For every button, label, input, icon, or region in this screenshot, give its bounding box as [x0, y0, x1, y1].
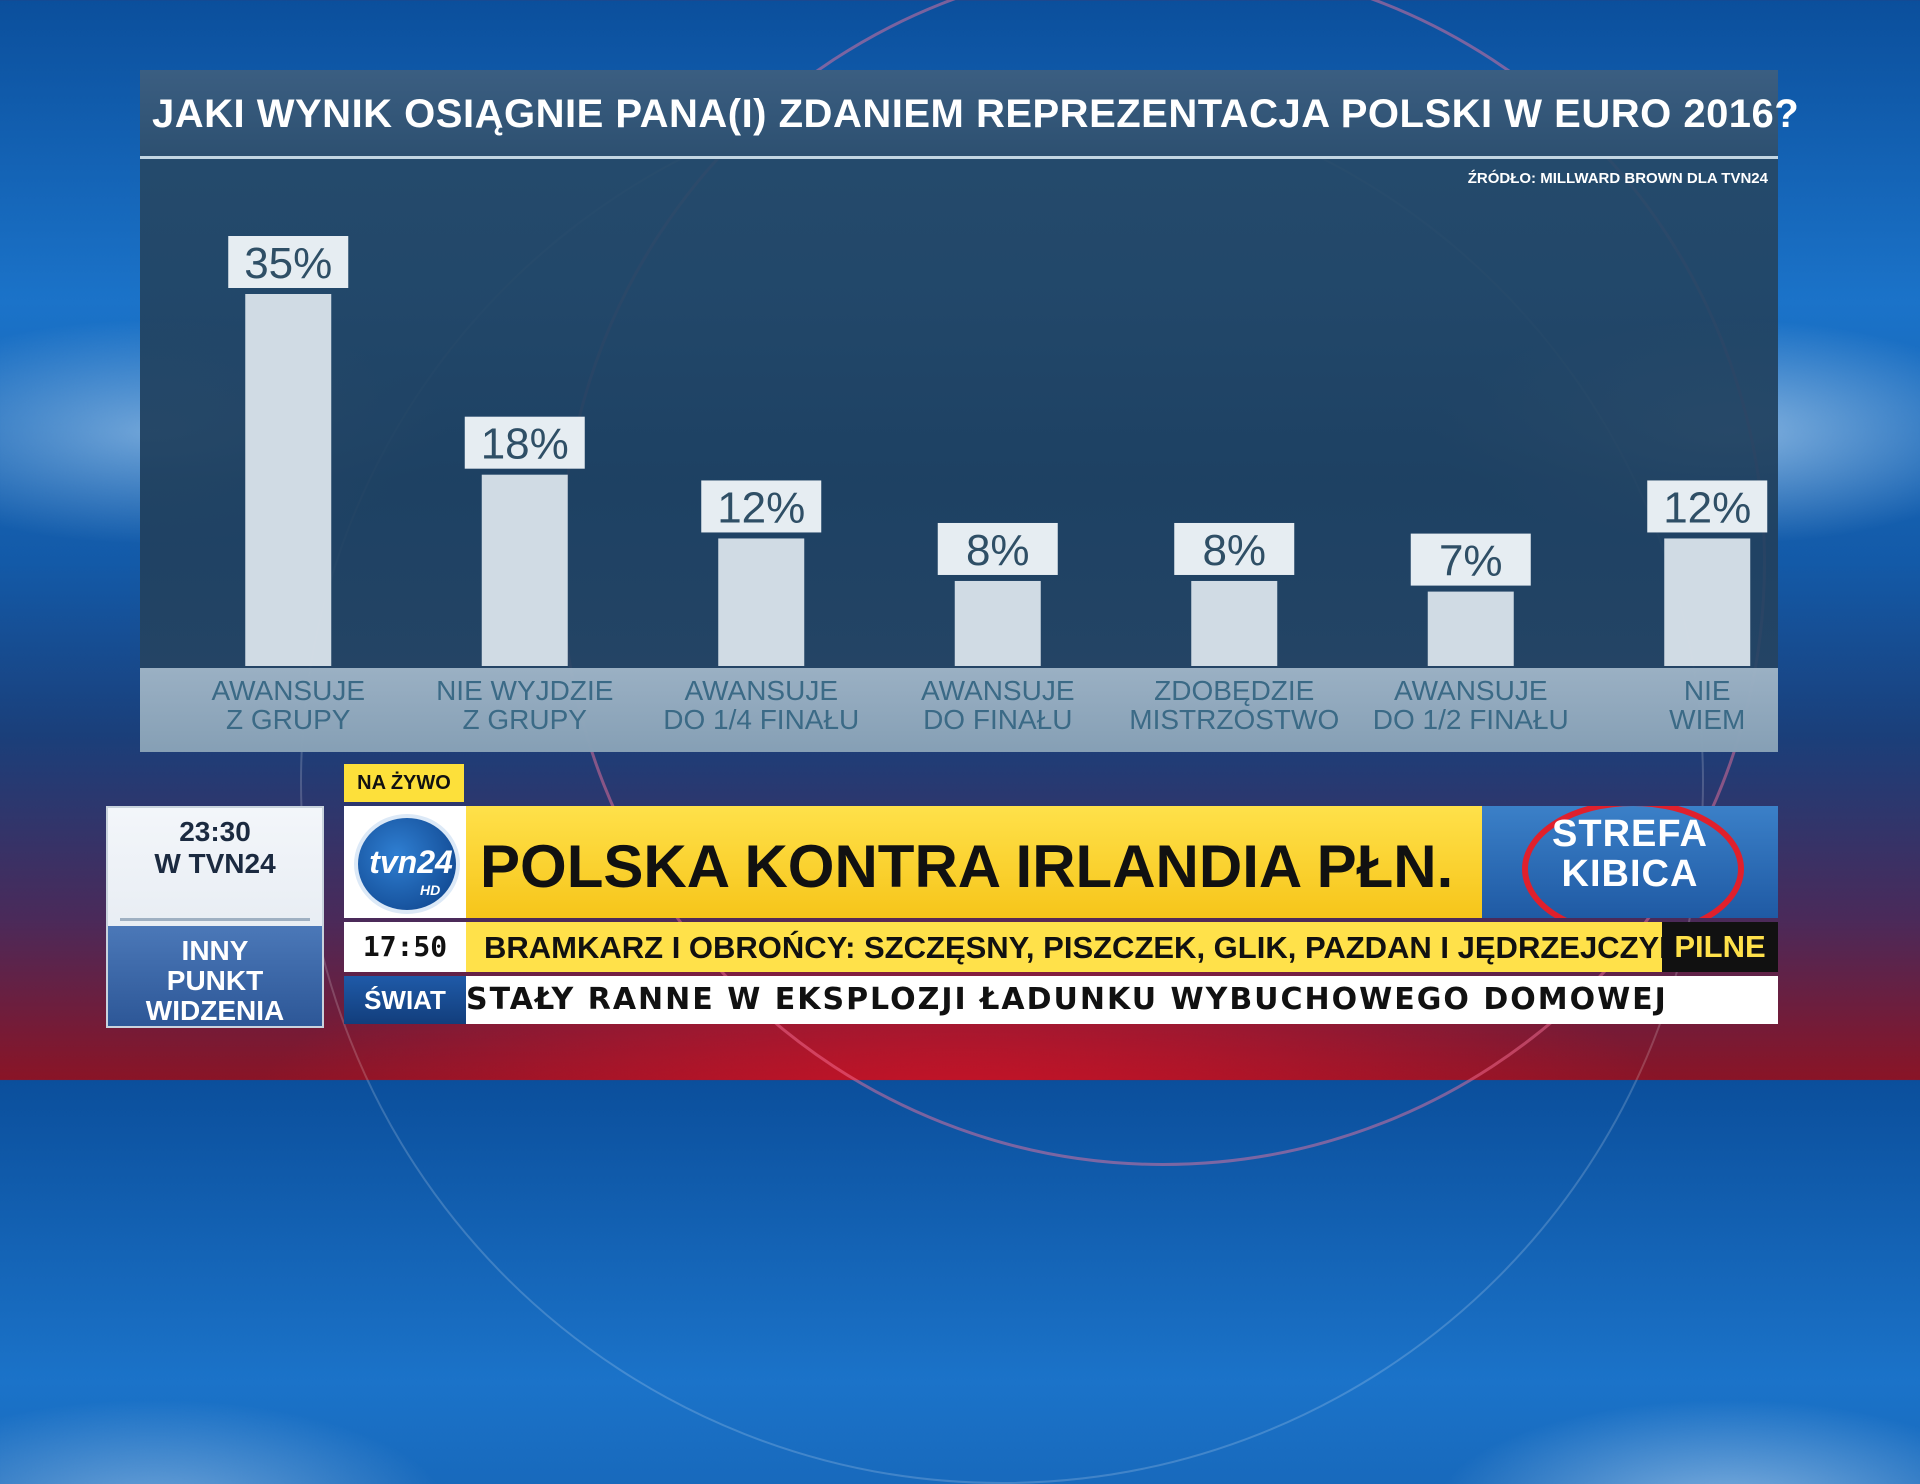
program-logo-ring-icon	[1522, 806, 1744, 918]
x-tick-label-5: ZDOBĘDZIE MISTRZOSTWO	[1129, 675, 1340, 735]
next-program-promo: 23:30 W TVN24 INNY PUNKT WIDZENIA	[106, 806, 324, 1028]
promo-show-box: INNY PUNKT WIDZENIA	[108, 926, 322, 1026]
bar-chart: 35% 18% 12% 8% 8% 7% 12%	[228, 236, 1768, 666]
breaking-tag: PILNE	[1662, 922, 1778, 972]
channel-logo-icon: tvn24 HD	[354, 814, 460, 914]
value-label-box-5	[1174, 522, 1295, 575]
channel-logo-text: tvn24	[369, 844, 453, 880]
value-label-6: 7%	[1439, 537, 1503, 586]
ticker-main-text: BRAMKARZ I OBROŃCY: SZCZĘSNY, PISZCZEK, …	[484, 930, 1682, 965]
program-logo-text: STREFA KIBICA	[1552, 813, 1708, 895]
x-tick-label-2: NIE WYJDZIE Z GRUPY	[436, 675, 614, 735]
value-label-3: 12%	[717, 483, 805, 532]
value-label-2: 18%	[481, 420, 569, 469]
x-axis-label-strip: AWANSUJE Z GRUPY NIE WYJDZIE Z GRUPY AWANS…	[140, 668, 1778, 752]
value-label-box-3	[701, 480, 822, 533]
clock: 17:50	[344, 922, 466, 972]
value-label-1: 35%	[244, 239, 332, 288]
promo-time: 23:30 W TVN24	[108, 816, 322, 880]
x-tick-label-7: NIE WIEM	[1669, 675, 1746, 735]
program-logo: STREFA KIBICA	[1482, 806, 1778, 918]
promo-show-title: INNY PUNKT WIDZENIA	[145, 935, 285, 1026]
value-label-7: 12%	[1663, 483, 1751, 532]
bar-2	[481, 474, 568, 666]
ticker-secondary: STAŁY RANNE W EKSPLOZJI ŁADUNKU WYBUCHOW…	[466, 976, 1778, 1024]
x-tick-label-3: AWANSUJE DO 1/4 FINAŁU	[663, 675, 860, 735]
value-label-box-1	[228, 236, 349, 288]
ticker-category: ŚWIAT	[344, 976, 466, 1024]
value-label-5: 8%	[1202, 526, 1266, 575]
value-label-4: 8%	[966, 526, 1030, 575]
bar-3	[718, 538, 805, 666]
bar-1	[245, 294, 332, 666]
x-tick-label-4: AWANSUJE DO FINAŁU	[921, 675, 1075, 735]
bar-6	[1427, 591, 1514, 666]
live-badge: NA ŻYWO	[344, 764, 464, 802]
chart-source: ŹRÓDŁO: MILLWARD BROWN DLA TVN24	[1467, 170, 1768, 187]
value-label-box-4	[937, 522, 1058, 575]
headline-bar: POLSKA KONTRA IRLANDIA PŁN.	[466, 806, 1482, 918]
chart-title-bar: JAKI WYNIK OSIĄGNIE PANA(I) ZDANIEM REPR…	[140, 70, 1800, 159]
promo-time-value: 23:30	[179, 816, 251, 847]
ticker-secondary-text: STAŁY RANNE W EKSPLOZJI ŁADUNKU WYBUCHOW…	[466, 982, 1668, 1017]
ticker-main: BRAMKARZ I OBROŃCY: SZCZĘSNY, PISZCZEK, …	[466, 922, 1682, 972]
value-label-box-7	[1647, 480, 1768, 533]
value-label-box-2	[464, 416, 585, 469]
channel-logo-hd: HD	[420, 882, 441, 898]
value-label-box-6	[1410, 533, 1531, 586]
promo-channel: W TVN24	[154, 848, 276, 879]
bar-7	[1664, 538, 1751, 666]
chart-panel: JAKI WYNIK OSIĄGNIE PANA(I) ZDANIEM REPR…	[140, 70, 1800, 752]
headline: POLSKA KONTRA IRLANDIA PŁN.	[480, 833, 1454, 900]
x-tick-label-6: AWANSUJE DO 1/2 FINAŁU	[1372, 675, 1569, 735]
x-tick-label-1: AWANSUJE Z GRUPY	[211, 675, 366, 735]
channel-logo-box: tvn24 HD	[344, 806, 466, 918]
bar-4	[954, 580, 1041, 666]
promo-divider	[120, 918, 310, 921]
bar-5	[1191, 580, 1278, 666]
chart-title: JAKI WYNIK OSIĄGNIE PANA(I) ZDANIEM REPR…	[152, 92, 1800, 136]
